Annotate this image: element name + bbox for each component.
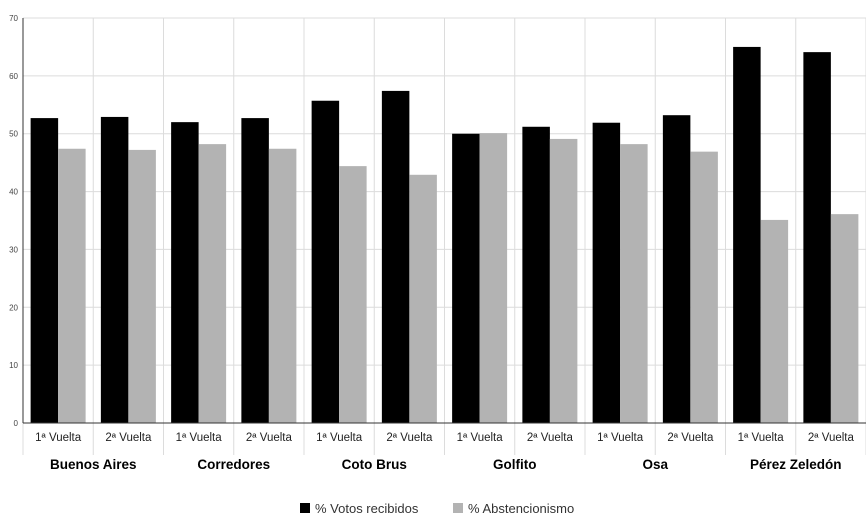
bar (662, 115, 691, 423)
bar (30, 118, 59, 423)
x-subcategory-label: 1ª Vuelta (35, 432, 82, 444)
legend: % Votos recibidos % Abstencionismo (300, 501, 574, 516)
x-group-label: Buenos Aires (50, 457, 137, 472)
x-subcategory-label: 2ª Vuelta (386, 432, 433, 444)
x-group-label: Pérez Zeledón (750, 457, 842, 472)
bar (409, 174, 437, 423)
legend-label-abstencionismo: % Abstencionismo (468, 501, 574, 516)
bar (592, 122, 621, 423)
bar (479, 133, 508, 423)
bars (30, 46, 859, 424)
x-subcategory-label: 2ª Vuelta (808, 432, 855, 444)
y-tick-label: 40 (9, 188, 18, 197)
legend-swatch-votos (300, 503, 310, 513)
x-subcategory-label: 1ª Vuelta (738, 432, 785, 444)
x-subcategory-label: 2ª Vuelta (527, 432, 574, 444)
y-tick-label: 60 (9, 72, 18, 81)
bar (452, 133, 480, 423)
bar (522, 126, 550, 424)
y-tick-label: 30 (9, 245, 18, 254)
bar (58, 148, 86, 423)
x-subcategory-label: 2ª Vuelta (246, 432, 293, 444)
bar (620, 144, 648, 423)
x-group-label: Osa (642, 457, 668, 472)
bar (198, 144, 227, 423)
y-tick-label: 70 (9, 14, 18, 23)
x-group-label: Golfito (493, 457, 537, 472)
y-tick-label: 20 (9, 303, 18, 312)
axis-labels: 0 10 20 30 40 50 60 70 1ª Vuelta 2ª Vuelta Buenos … (9, 14, 854, 472)
bar (241, 118, 269, 423)
y-tick-label: 0 (14, 419, 19, 428)
bar (733, 46, 761, 424)
x-subcategory-label: 2ª Vuelta (667, 432, 714, 444)
bar (830, 214, 859, 423)
bar (311, 100, 340, 423)
x-group-label: Corredores (197, 457, 270, 472)
bar (339, 166, 367, 423)
bar (100, 116, 129, 423)
grid-lines (22, 17, 866, 455)
bar (381, 90, 410, 424)
bar (690, 151, 718, 423)
x-group-label: Coto Brus (342, 457, 407, 472)
bar (760, 219, 789, 423)
bar (549, 138, 578, 423)
x-subcategory-label: 1ª Vuelta (597, 432, 644, 444)
x-subcategory-label: 1ª Vuelta (316, 432, 363, 444)
bar (128, 149, 156, 423)
bar (171, 122, 199, 424)
bar (268, 148, 297, 423)
y-tick-label: 50 (9, 130, 18, 139)
axes (22, 18, 866, 424)
legend-label-votos: % Votos recibidos (315, 501, 419, 516)
y-tick-label: 10 (9, 361, 18, 370)
bar (803, 52, 831, 424)
x-subcategory-label: 1ª Vuelta (457, 432, 504, 444)
legend-swatch-abstencionismo (453, 503, 463, 513)
x-subcategory-label: 2ª Vuelta (105, 432, 152, 444)
x-subcategory-label: 1ª Vuelta (176, 432, 223, 444)
